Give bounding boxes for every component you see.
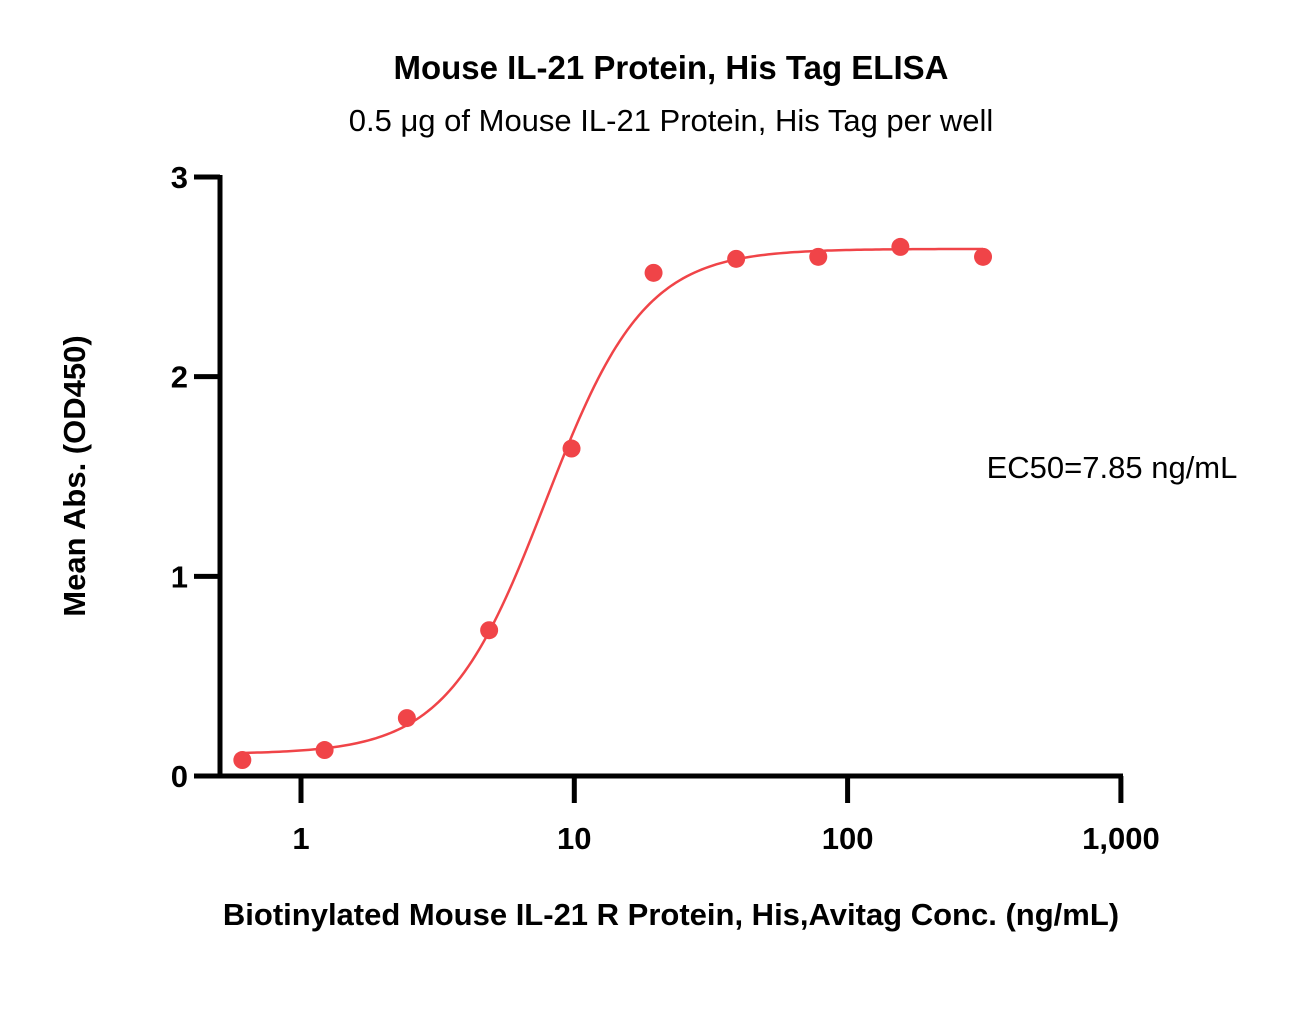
x-tick-label: 1 (292, 821, 309, 856)
x-tick-label: 100 (822, 821, 874, 856)
data-point (562, 439, 581, 458)
data-point (397, 709, 416, 728)
axes: 0 1 2 3 1 10 100 1,000 (171, 160, 1160, 856)
y-tick-label: 0 (171, 759, 188, 794)
data-point (644, 263, 663, 282)
x-axis-label: Biotinylated Mouse IL-21 R Protein, His,… (223, 897, 1119, 932)
ec50-annotation: EC50=7.85 ng/mL (987, 450, 1238, 485)
data-point (233, 751, 252, 770)
chart-title: Mouse IL-21 Protein, His Tag ELISA (394, 49, 949, 86)
data-point (974, 247, 993, 266)
x-tick-label: 10 (557, 821, 591, 856)
y-tick-label: 3 (171, 160, 188, 195)
data-point (480, 621, 499, 640)
fit-curve (242, 247, 984, 755)
data-point (809, 247, 828, 266)
x-tick-label: 1,000 (1082, 821, 1160, 856)
chart-subtitle: 0.5 μg of Mouse IL-21 Protein, His Tag p… (349, 103, 994, 138)
data-point (727, 249, 746, 268)
y-tick-label: 2 (171, 360, 188, 395)
y-axis-label: Mean Abs. (OD450) (57, 335, 92, 616)
data-point (315, 741, 334, 760)
y-tick-label: 1 (171, 559, 188, 594)
data-points (233, 237, 993, 770)
data-point (891, 237, 910, 256)
